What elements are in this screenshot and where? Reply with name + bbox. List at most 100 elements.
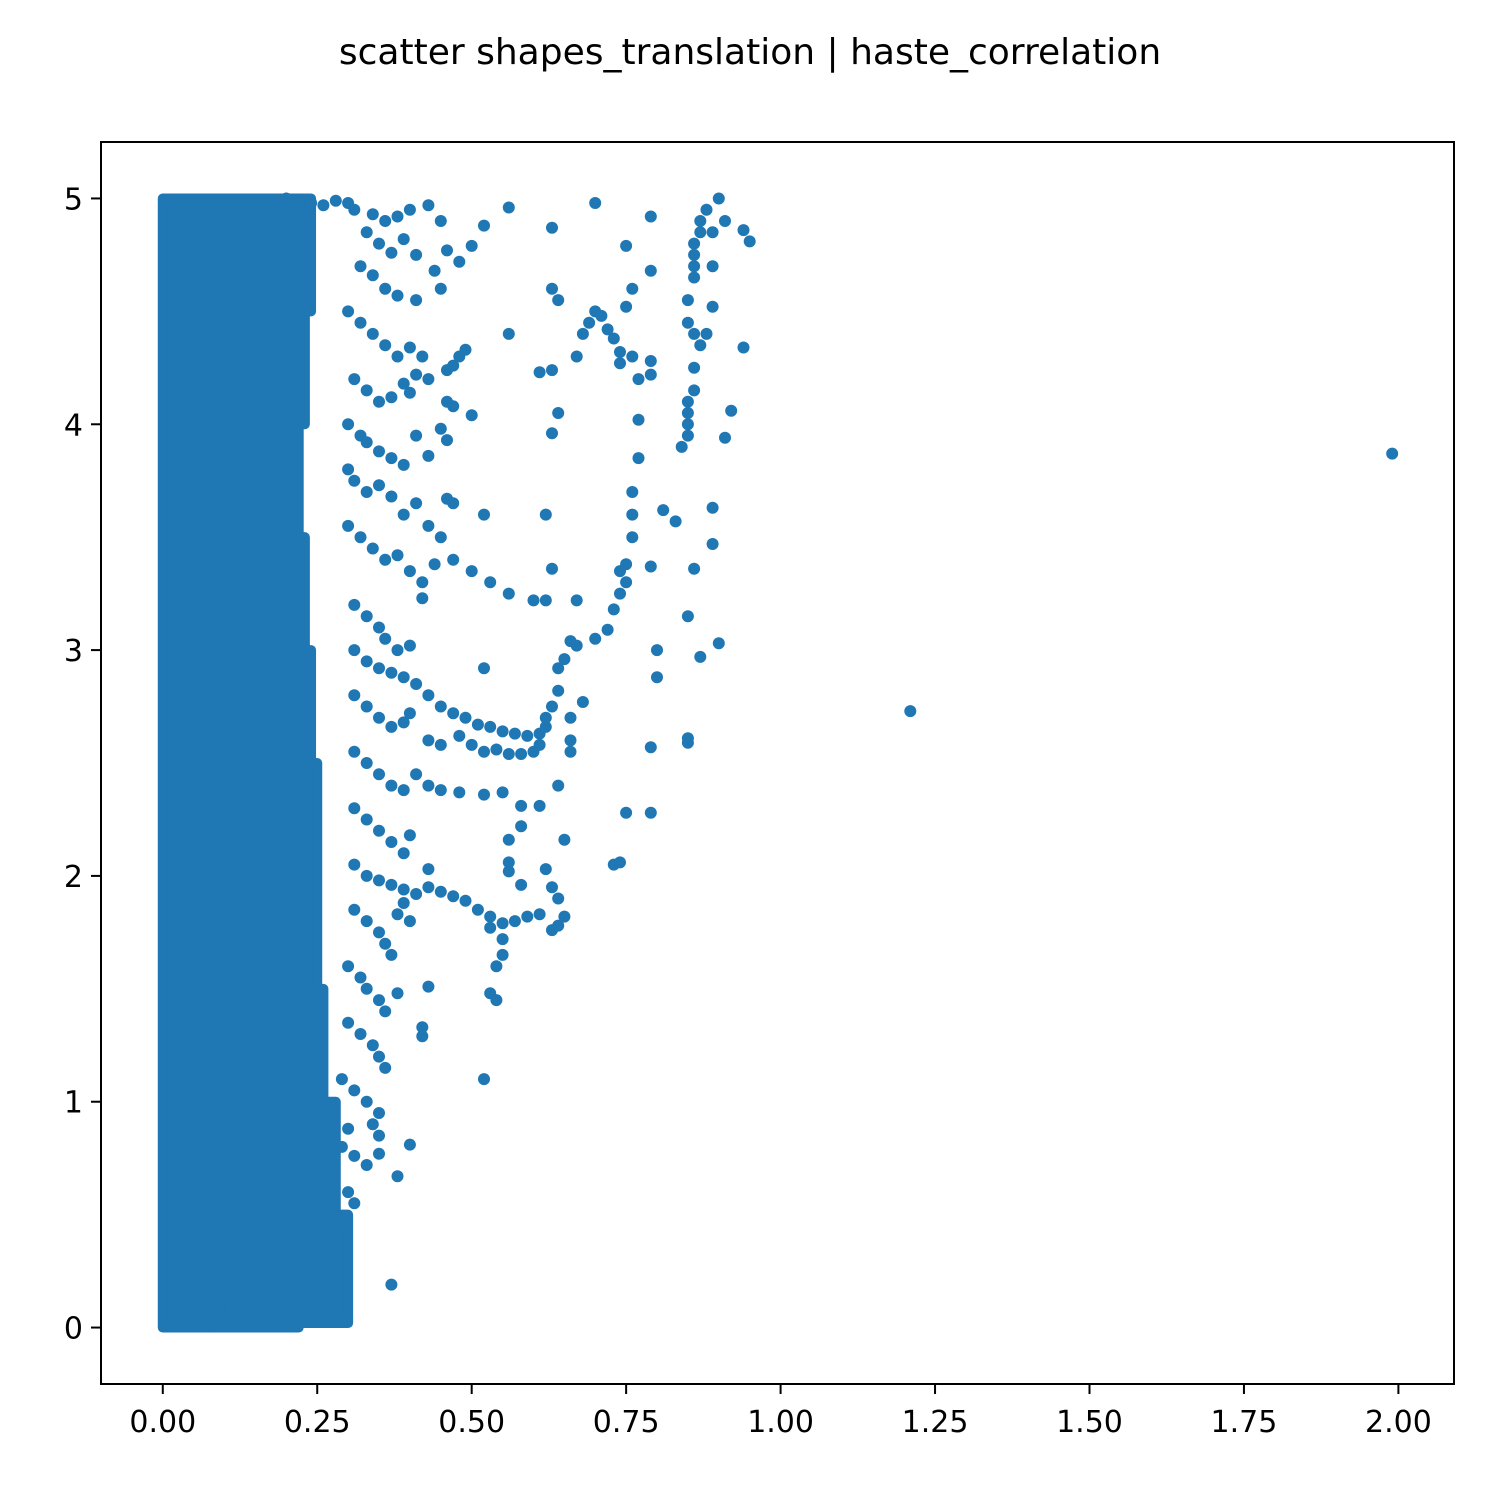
scatter-point	[354, 316, 367, 329]
scatter-point	[305, 1262, 318, 1275]
scatter-point	[434, 531, 447, 544]
scatter-point	[354, 531, 367, 544]
scatter-point	[348, 1197, 361, 1210]
scatter-point	[342, 1122, 355, 1135]
scatter-point	[397, 883, 410, 896]
y-tick-label: 4	[64, 408, 83, 443]
scatter-point	[403, 915, 416, 928]
scatter-point	[644, 806, 657, 819]
scatter-point	[212, 1301, 225, 1314]
scatter-point	[694, 650, 707, 663]
scatter-point	[206, 1319, 219, 1332]
y-tick-label: 0	[64, 1312, 83, 1347]
scatter-point	[360, 226, 373, 239]
scatter-point	[502, 833, 515, 846]
scatter-point	[385, 452, 398, 465]
scatter-point	[539, 863, 552, 876]
scatter-point	[342, 1016, 355, 1029]
dense-cluster	[157, 193, 354, 1333]
scatter-point	[644, 210, 657, 223]
scatter-point	[360, 384, 373, 397]
scatter-point	[360, 869, 373, 882]
scatter-point	[478, 745, 490, 758]
scatter-point	[681, 418, 694, 431]
scatter-point	[342, 418, 355, 431]
scatter-point	[366, 208, 379, 221]
scatter-point	[620, 576, 633, 589]
scatter-point	[694, 339, 707, 352]
scatter-point	[570, 594, 583, 607]
scatter-point	[342, 463, 355, 476]
x-tick-label: 1.00	[747, 1405, 814, 1440]
scatter-point	[453, 786, 466, 799]
scatter-point	[360, 1159, 373, 1171]
scatter-point	[416, 592, 429, 605]
scatter-point	[546, 881, 558, 894]
scatter-point	[496, 725, 509, 738]
scatter-point	[564, 745, 577, 758]
scatter-point	[521, 729, 534, 742]
scatter-point	[681, 610, 694, 623]
scatter-point	[428, 264, 441, 277]
scatter-point	[620, 806, 633, 819]
scatter-point	[502, 327, 515, 340]
dense-point-cloud	[157, 193, 354, 1333]
scatter-point	[348, 802, 361, 815]
scatter-point	[601, 323, 614, 336]
scatter-point	[620, 300, 633, 313]
scatter-point	[366, 269, 379, 282]
scatter-point	[478, 508, 490, 521]
scatter-point	[681, 395, 694, 408]
scatter-point	[441, 434, 453, 447]
scatter-point	[447, 497, 460, 510]
scatter-point	[422, 373, 435, 386]
scatter-point	[700, 327, 713, 340]
scatter-point	[410, 888, 423, 900]
scatter-point	[379, 632, 392, 645]
scatter-point	[681, 316, 694, 329]
scatter-point	[397, 847, 410, 860]
scatter-point	[416, 576, 429, 589]
scatter-point	[465, 738, 478, 751]
scatter-point	[632, 373, 645, 386]
scatter-point	[719, 431, 731, 444]
scatter-point	[644, 355, 657, 367]
scatter-point	[546, 427, 558, 440]
scatter-point	[533, 799, 546, 812]
scatter-point	[311, 1226, 324, 1239]
scatter-point	[379, 937, 392, 950]
x-tick-label: 1.25	[902, 1405, 969, 1440]
x-axis-ticks: 0.00 0.25 0.50 0.75 1.00 1.25 1.50 1.75 2.00	[129, 1384, 1432, 1440]
scatter-point	[478, 662, 490, 675]
scatter-point	[379, 339, 392, 352]
scatter-point	[484, 576, 497, 589]
scatter-point	[348, 689, 361, 702]
scatter-point	[397, 671, 410, 684]
scatter-point	[626, 531, 639, 544]
scatter-point	[552, 407, 565, 419]
scatter-point	[706, 501, 719, 514]
scatter-point	[539, 594, 552, 607]
scatter-point	[434, 700, 447, 713]
scatter-point	[447, 707, 460, 720]
scatter-point	[478, 1073, 490, 1086]
scatter-point	[391, 644, 404, 657]
scatter-point	[348, 373, 361, 386]
scatter-point	[675, 440, 688, 453]
scatter-point	[385, 391, 398, 404]
scatter-point	[379, 1061, 392, 1074]
scatter-point	[515, 878, 528, 891]
plot-frame	[100, 141, 1455, 1385]
scatter-point	[700, 203, 713, 216]
scatter-point	[447, 400, 460, 413]
scatter-point	[706, 538, 719, 550]
scatter-point	[311, 1253, 324, 1266]
scatter-point	[465, 239, 478, 252]
scatter-point	[595, 309, 608, 322]
scatter-point	[434, 215, 447, 227]
scatter-point	[348, 858, 361, 871]
scatter-point	[360, 757, 373, 769]
scatter-point	[459, 711, 472, 724]
scatter-point	[403, 707, 416, 720]
scatter-point	[373, 237, 385, 250]
